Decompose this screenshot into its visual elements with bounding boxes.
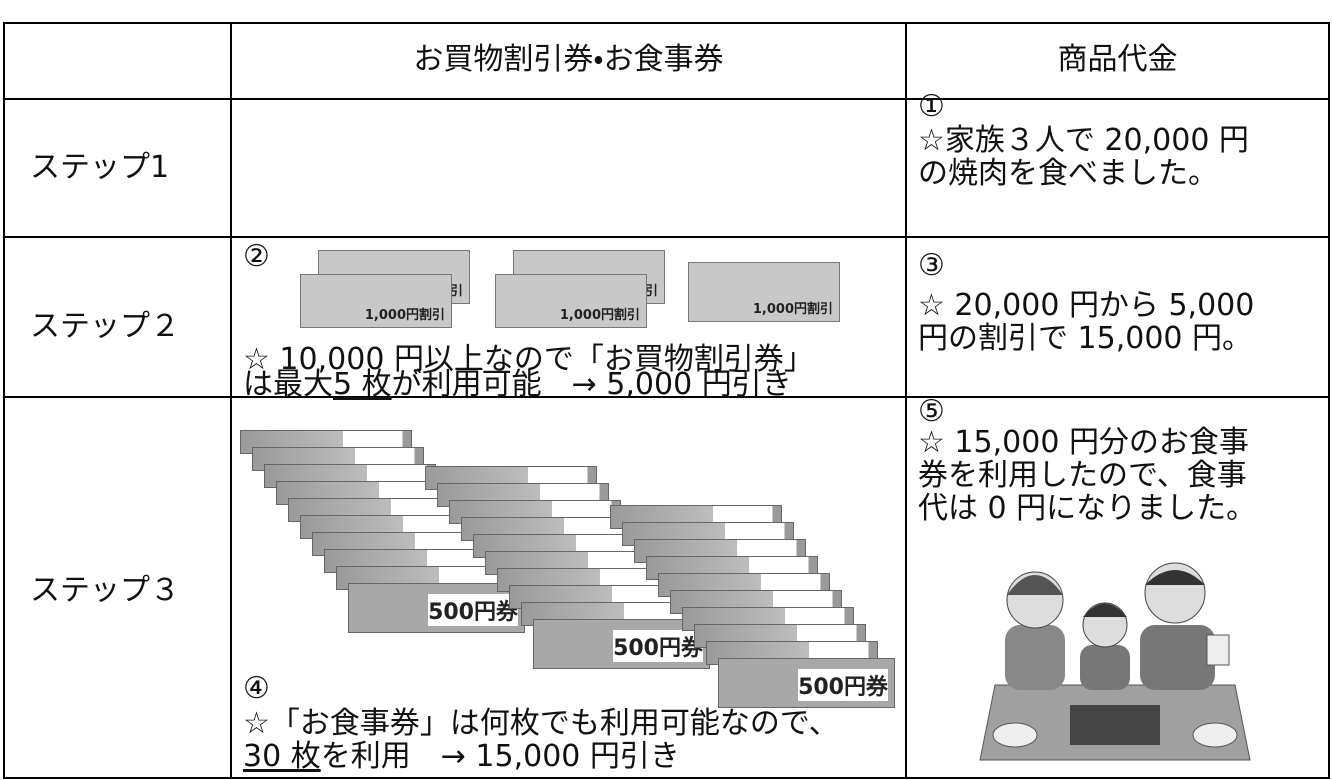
- rule: [3, 396, 1330, 398]
- mark: ①: [918, 89, 945, 124]
- text: を利用 → 15,000 円引き: [320, 739, 680, 774]
- rule: [3, 22, 1330, 24]
- ticket: 500円券: [533, 619, 710, 669]
- text-line: ☆ 20,000 円から 5,000: [918, 288, 1255, 323]
- image-text: 1,000円割引: [559, 308, 640, 323]
- ticket: 500円券: [718, 658, 895, 708]
- coupon: 1,000円割引: [495, 274, 647, 328]
- text-line: ☆ 10,000 円以上なので「お買物割引券」: [243, 342, 814, 377]
- image-text: 500円券: [798, 669, 888, 701]
- rule: [230, 22, 232, 779]
- text-line: の焼肉を食べました。: [918, 156, 1218, 191]
- mark: ③: [918, 248, 945, 283]
- text-line: は最大5 枚が利用可能 → 5,000 円引き: [243, 368, 792, 401]
- family-illustration: [979, 562, 1251, 761]
- text-line: 円の割引で 15,000 円。: [918, 321, 1253, 356]
- image-text: 500円券: [428, 594, 518, 626]
- rule: [3, 777, 1330, 779]
- underlined-text: 5 枚: [333, 367, 392, 402]
- text-line: 30 枚を利用 → 15,000 円引き: [243, 740, 680, 773]
- text-line: ☆家族３人で 20,000 円: [918, 123, 1249, 158]
- mark: ④: [243, 671, 270, 706]
- header-cell: 商品代金: [1057, 42, 1178, 77]
- rule: [3, 236, 1330, 238]
- rule: [3, 98, 1330, 100]
- image-text: 1,000円割引: [752, 302, 833, 317]
- mark: ⑤: [918, 394, 945, 429]
- image-text: 1,000円割引: [364, 308, 445, 323]
- mark: ②: [243, 239, 270, 274]
- text-line: 代は 0 円になりました。: [918, 491, 1257, 526]
- rule: [1328, 22, 1330, 779]
- text-line: ☆「お食事券」は何枚でも利用可能なので、: [243, 706, 839, 741]
- rule: [3, 22, 5, 779]
- header-cell: お買物割引券・お食事券: [413, 42, 724, 77]
- coupon: 1,000円割引: [300, 274, 452, 328]
- step-label: ステップ２: [30, 309, 180, 344]
- step-label: ステップ1: [30, 150, 170, 185]
- ticket: 500円券: [348, 583, 525, 633]
- text: は最大: [243, 367, 333, 402]
- step-label: ステップ３: [30, 573, 180, 608]
- text: が利用可能 → 5,000 円引き: [391, 367, 792, 402]
- image-text: 500円券: [613, 630, 703, 662]
- underlined-text: 30 枚: [243, 739, 321, 774]
- rule: [905, 22, 907, 779]
- text-line: 券を利用したので、食事: [918, 458, 1247, 493]
- text-line: ☆ 15,000 円分のお食事: [918, 425, 1249, 460]
- coupon: 1,000円割引: [688, 262, 840, 322]
